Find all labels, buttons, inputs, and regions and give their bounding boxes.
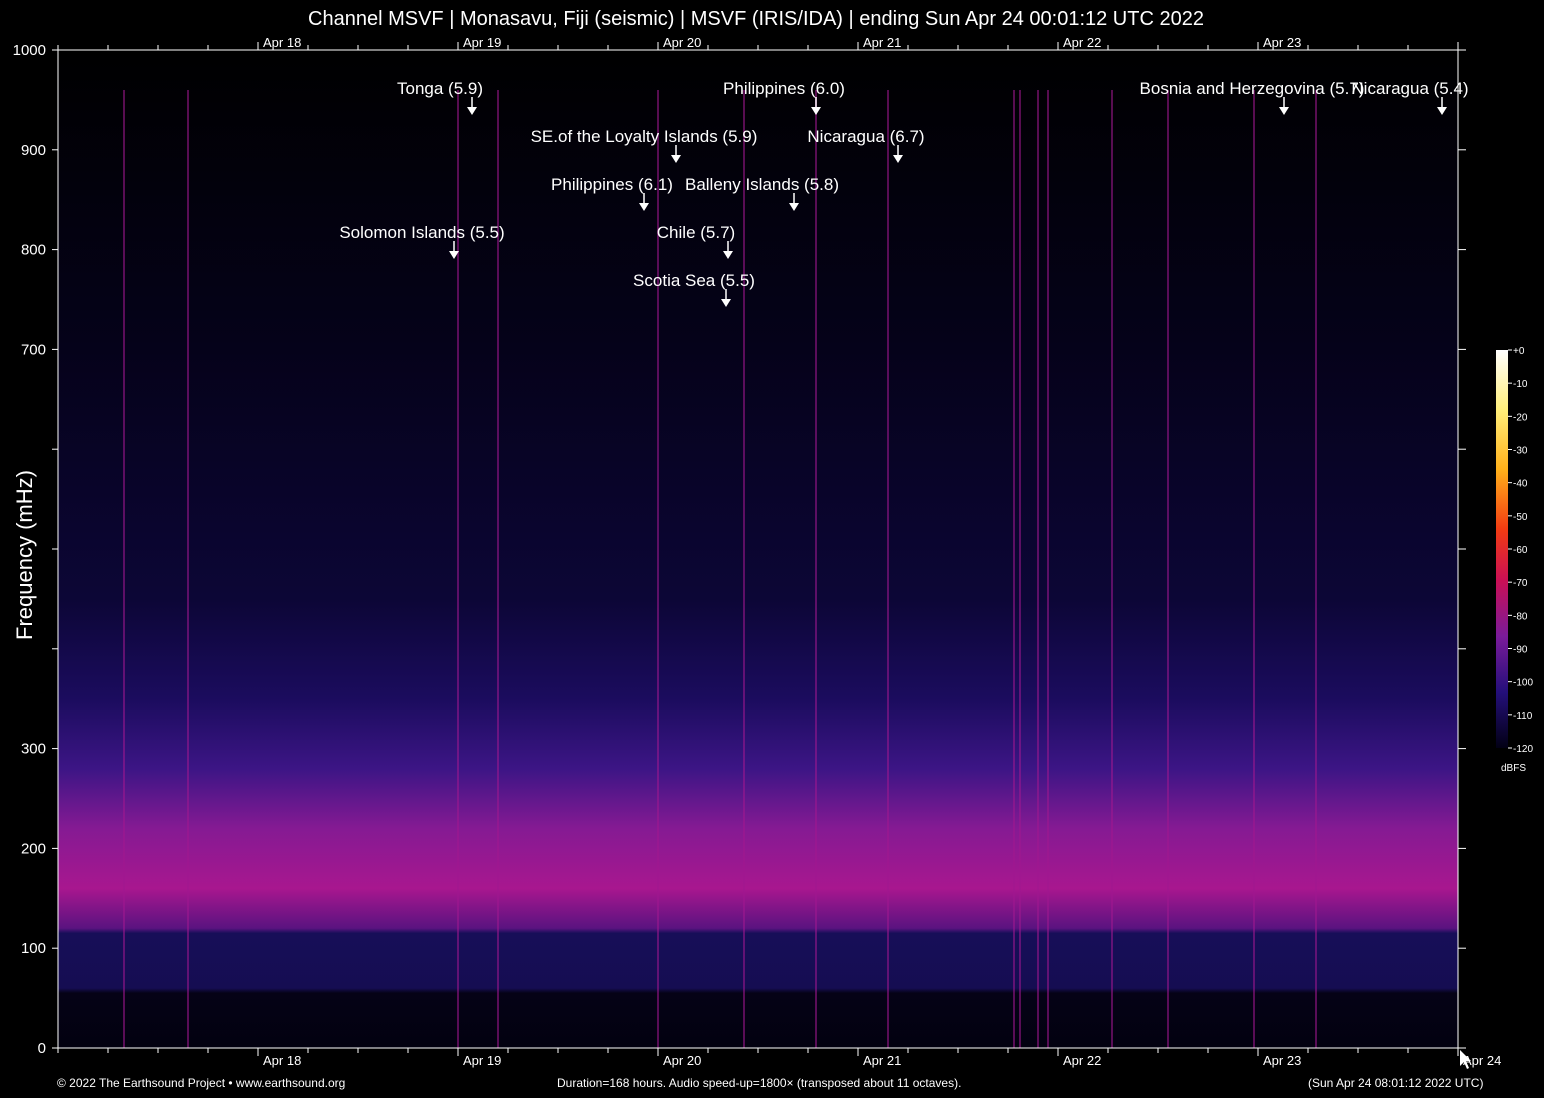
colorbar	[1496, 350, 1508, 748]
y-tick-label: 300	[21, 741, 46, 758]
down-arrow-icon	[1279, 107, 1289, 115]
earthquake-annotations: Tonga (5.9) Philippines (6.0) Bosnia and H…	[339, 79, 1469, 307]
x-date-label-top: Apr 20	[663, 35, 701, 50]
down-arrow-icon	[449, 251, 459, 259]
colorbar-ticks: +0 -10 -20 -30 -40 -50 -60 -70 -80 -90 -100 -110 -12…	[1508, 346, 1533, 755]
event-streaks	[123, 90, 1317, 1048]
down-arrow-icon	[811, 107, 821, 115]
down-arrow-icon	[639, 203, 649, 211]
cursor-icon	[1460, 1050, 1471, 1069]
event-label: Nicaragua (6.7)	[807, 127, 924, 146]
spectrogram-area	[58, 50, 1458, 1048]
x-date-label: Apr 23	[1263, 1053, 1301, 1068]
chart-title: Channel MSVF | Monasavu, Fiji (seismic) …	[308, 8, 1204, 30]
event-label: Balleny Islands (5.8)	[685, 175, 839, 194]
colorbar-tick-label: -10	[1513, 379, 1528, 390]
colorbar-tick-label: -60	[1513, 545, 1528, 556]
x-date-label: Apr 19	[463, 1053, 501, 1068]
x-date-label-top: Apr 19	[463, 35, 501, 50]
y-tick-label: 1000	[13, 42, 46, 59]
down-arrow-icon	[789, 203, 799, 211]
footer-copyright: © 2022 The Earthsound Project • www.eart…	[57, 1076, 346, 1090]
colorbar-tick-label: -40	[1513, 479, 1528, 490]
x-axis: Apr 18 Apr 18 Apr 19 Apr 19 Apr 20 Apr 20 Apr …	[57, 35, 1501, 1068]
down-arrow-icon	[467, 107, 477, 115]
event-label: Bosnia and Herzegovina (5.7)	[1140, 79, 1365, 98]
x-date-label-top: Apr 18	[263, 35, 301, 50]
event-label: Philippines (6.1)	[551, 175, 673, 194]
event-label: Tonga (5.9)	[397, 79, 483, 98]
x-date-label: Apr 20	[663, 1053, 701, 1068]
x-date-label: Apr 18	[263, 1053, 301, 1068]
event-label: Philippines (6.0)	[723, 79, 845, 98]
colorbar-tick-label: -80	[1513, 611, 1528, 622]
colorbar-tick-label: -100	[1513, 678, 1533, 689]
down-arrow-icon	[723, 251, 733, 259]
event-label: Chile (5.7)	[657, 223, 735, 242]
colorbar-tick-label: -50	[1513, 512, 1528, 523]
colorbar-tick-label: -110	[1513, 711, 1533, 722]
colorbar-tick-label: -120	[1513, 744, 1533, 755]
colorbar-tick-label: +0	[1513, 346, 1525, 357]
y-tick-label: 200	[21, 840, 46, 857]
x-date-label-top: Apr 23	[1263, 35, 1301, 50]
y-tick-label: 0	[38, 1040, 46, 1057]
down-arrow-icon	[1437, 107, 1447, 115]
event-label: SE.of the Loyalty Islands (5.9)	[531, 127, 758, 146]
colorbar-unit: dBFS	[1501, 763, 1526, 774]
x-date-label: Apr 21	[863, 1053, 901, 1068]
y-tick-label: 100	[21, 940, 46, 957]
y-tick-label: 700	[21, 341, 46, 358]
y-tick-label: 900	[21, 142, 46, 159]
x-date-label-top: Apr 22	[1063, 35, 1101, 50]
down-arrow-icon	[671, 155, 681, 163]
event-label: Scotia Sea (5.5)	[633, 271, 755, 290]
y-axis-label: Frequency (mHz)	[12, 470, 37, 640]
down-arrow-icon	[721, 299, 731, 307]
event-label: Solomon Islands (5.5)	[339, 223, 504, 242]
colorbar-tick-label: -20	[1513, 412, 1528, 423]
footer-timestamp: (Sun Apr 24 08:01:12 2022 UTC)	[1308, 1076, 1484, 1090]
x-date-label: Apr 24	[1463, 1053, 1501, 1068]
y-tick-label: 800	[21, 242, 46, 259]
x-date-label-top: Apr 21	[863, 35, 901, 50]
y-axis: 0 100 200 300 700 800 900 1000	[13, 42, 1466, 1057]
colorbar-tick-label: -90	[1513, 645, 1528, 656]
down-arrow-icon	[893, 155, 903, 163]
colorbar-tick-label: -70	[1513, 578, 1528, 589]
x-date-label: Apr 22	[1063, 1053, 1101, 1068]
footer-duration: Duration=168 hours. Audio speed-up=1800×…	[557, 1076, 962, 1090]
colorbar-tick-label: -30	[1513, 446, 1528, 457]
event-label: Nicaragua (5.4)	[1351, 79, 1468, 98]
